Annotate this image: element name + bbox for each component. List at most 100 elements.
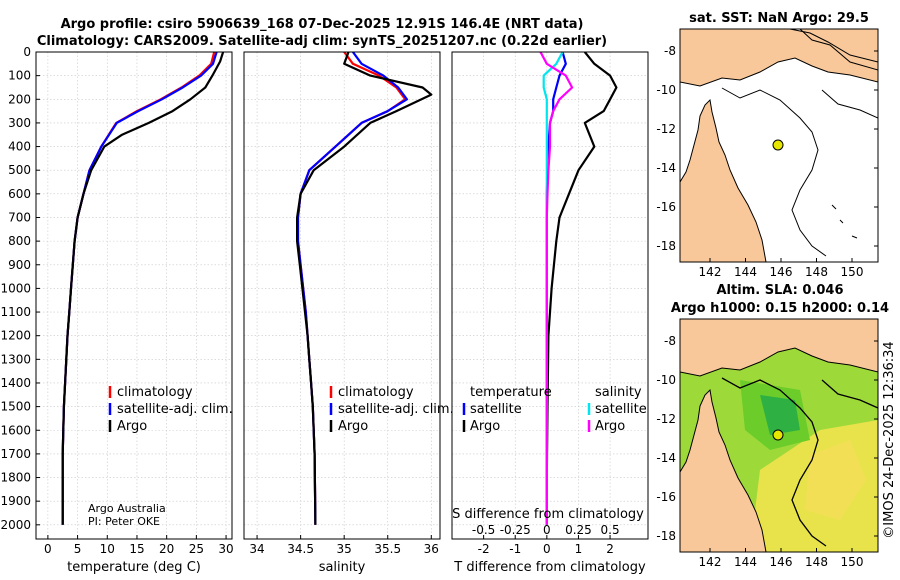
- x-tick-label: -1: [509, 542, 521, 556]
- x-tick-label: 0: [543, 542, 551, 556]
- lon-tick-label: 142: [699, 555, 722, 569]
- sst-map-reef: [831, 204, 858, 239]
- float-marker-sla: [772, 429, 784, 441]
- y-tick-label: 1000: [0, 281, 31, 295]
- credit-line-1: Argo Australia: [88, 502, 166, 515]
- y-tick-label: 2000: [0, 518, 31, 532]
- y-tick-label: 1200: [0, 329, 31, 343]
- y-tick-label: 200: [8, 92, 31, 106]
- x-tick-label: 15: [129, 542, 144, 556]
- salinity-axes-box: [243, 51, 441, 540]
- x-tick-label: 25: [189, 542, 204, 556]
- x-tick-label: 35: [337, 542, 352, 556]
- y-tick-label: 500: [8, 163, 31, 177]
- legend-climatology: climatology: [117, 385, 193, 400]
- sla-map-title-2: Argo h1000: 0.15 h2000: 0.14: [671, 301, 889, 316]
- lon-tick-label: 148: [805, 265, 828, 279]
- y-tick-label: 700: [8, 210, 31, 224]
- legend-temp-satellite: satellite: [470, 402, 522, 417]
- series-line-temperature-argo: [545, 52, 618, 525]
- new-guinea-land: [680, 319, 878, 377]
- credit-line-2: PI: Peter OKE: [88, 515, 160, 528]
- lat-tick-label: -12: [656, 122, 676, 136]
- y-tick-label: 1300: [0, 352, 31, 366]
- y-tick-label: 1500: [0, 400, 31, 414]
- x-tick-label: 34.5: [287, 542, 314, 556]
- x-tick-label: -2: [478, 542, 490, 556]
- legend-satellite-adj: satellite-adj. clim.: [338, 402, 454, 417]
- legend-argo: Argo: [338, 419, 368, 434]
- x-tick-label: 2: [606, 542, 614, 556]
- lat-tick-label: -8: [664, 44, 676, 58]
- sst-map-frame: [679, 28, 879, 263]
- salinity-grid: [244, 51, 440, 539]
- sla-map-title-1: Altim. SLA: 0.046: [717, 283, 844, 298]
- title-line-2: Climatology: CARS2009. Satellite-adj cli…: [37, 34, 607, 49]
- legend-climatology: climatology: [338, 385, 414, 400]
- x-tick-label: 20: [159, 542, 174, 556]
- sla-map-ticks: 142 144 146 148 150 -8 -10 -12 -14 -16 -18: [656, 334, 878, 569]
- temperature-x-ticks: 0 5 10 15 20 25 30: [44, 535, 234, 556]
- title-line-1: Argo profile: csiro 5906639_168 07-Dec-2…: [61, 17, 584, 32]
- float-marker-sst: [772, 139, 784, 151]
- sla-map-frame: [679, 318, 879, 553]
- x-tick-label: 1: [575, 542, 583, 556]
- legend-salinity-header: salinity: [595, 385, 642, 400]
- y-tick-label: 800: [8, 234, 31, 248]
- sst-map-ticks: 142 144 146 148 150 -8 -10 -12 -14 -16 -18: [656, 44, 878, 279]
- lon-tick-label: 146: [770, 265, 793, 279]
- s-difference-ticks: -0.5 -0.25 0 0.25 0.5: [472, 523, 620, 537]
- salinity-panel: 34 34.5 35 35.5 36 salinity climatology sate…: [243, 51, 454, 575]
- y-tick-label: 300: [8, 116, 31, 130]
- salinity-legend: climatology satellite-adj. clim. Argo: [329, 385, 454, 434]
- lat-tick-label: -14: [656, 161, 676, 175]
- imos-stamp: ©IMOS 24-Dec-2025 12:36:34: [882, 341, 897, 538]
- y-tick-label: 400: [8, 140, 31, 154]
- temperature-series: [61, 52, 225, 525]
- lat-tick-label: -10: [656, 83, 676, 97]
- lat-tick-label: -8: [664, 334, 676, 348]
- lat-tick-label: -16: [656, 490, 676, 504]
- temperature-grid: [36, 51, 232, 539]
- s-difference-xlabel: S difference from climatology: [452, 507, 644, 522]
- cape-york-land: [680, 98, 767, 262]
- sst-map-title: sat. SST: NaN Argo: 29.5: [689, 11, 869, 26]
- y-tick-label: 100: [8, 69, 31, 83]
- sla-map-contour: [721, 377, 878, 547]
- lat-tick-label: -10: [656, 373, 676, 387]
- lon-tick-label: 144: [734, 555, 757, 569]
- depth-axis-ticks: 0 100 200 300 400 500 600 700 800 900 1000 1100 1200…: [0, 45, 40, 532]
- lon-tick-label: 148: [805, 555, 828, 569]
- y-tick-label: 1400: [0, 376, 31, 390]
- lon-tick-label: 150: [841, 555, 864, 569]
- difference-axes-box: [451, 51, 649, 540]
- s-tick-label: -0.5: [472, 523, 495, 537]
- y-tick-label: 0: [23, 45, 31, 59]
- legend-argo: Argo: [117, 419, 147, 434]
- s-tick-label: 0.5: [601, 523, 620, 537]
- y-tick-label: 1700: [0, 447, 31, 461]
- difference-panel: -2 -1 0 1 2 -0.5 -0.25 0 0.25 0.5 S difference f…: [451, 51, 649, 575]
- legend-satellite-adj: satellite-adj. clim.: [117, 402, 233, 417]
- temperature-axes-box: [35, 51, 233, 540]
- y-tick-label: 600: [8, 187, 31, 201]
- lat-tick-label: -18: [656, 529, 676, 543]
- temperature-legend: climatology satellite-adj. clim. Argo: [108, 385, 233, 434]
- sla-field-yellow-2: [805, 440, 866, 520]
- lon-tick-label: 142: [699, 265, 722, 279]
- lon-tick-label: 144: [734, 265, 757, 279]
- lon-tick-label: 146: [770, 555, 793, 569]
- temperature-panel: 0100200300400500600700800900100011001200…: [0, 45, 233, 575]
- y-tick-label: 1900: [0, 494, 31, 508]
- series-line-salinity-argo: [539, 52, 574, 525]
- lat-tick-label: -16: [656, 200, 676, 214]
- y-tick-label: 1800: [0, 471, 31, 485]
- x-tick-label: 5: [74, 542, 82, 556]
- legend-temp-argo: Argo: [470, 419, 500, 434]
- s-tick-label: 0: [543, 523, 551, 537]
- salinity-x-ticks: 34 34.5 35 35.5 36: [249, 535, 439, 556]
- x-tick-label: 30: [218, 542, 233, 556]
- x-tick-label: 0: [44, 542, 52, 556]
- sla-field-darkgreen: [760, 395, 800, 435]
- lat-tick-label: -12: [656, 412, 676, 426]
